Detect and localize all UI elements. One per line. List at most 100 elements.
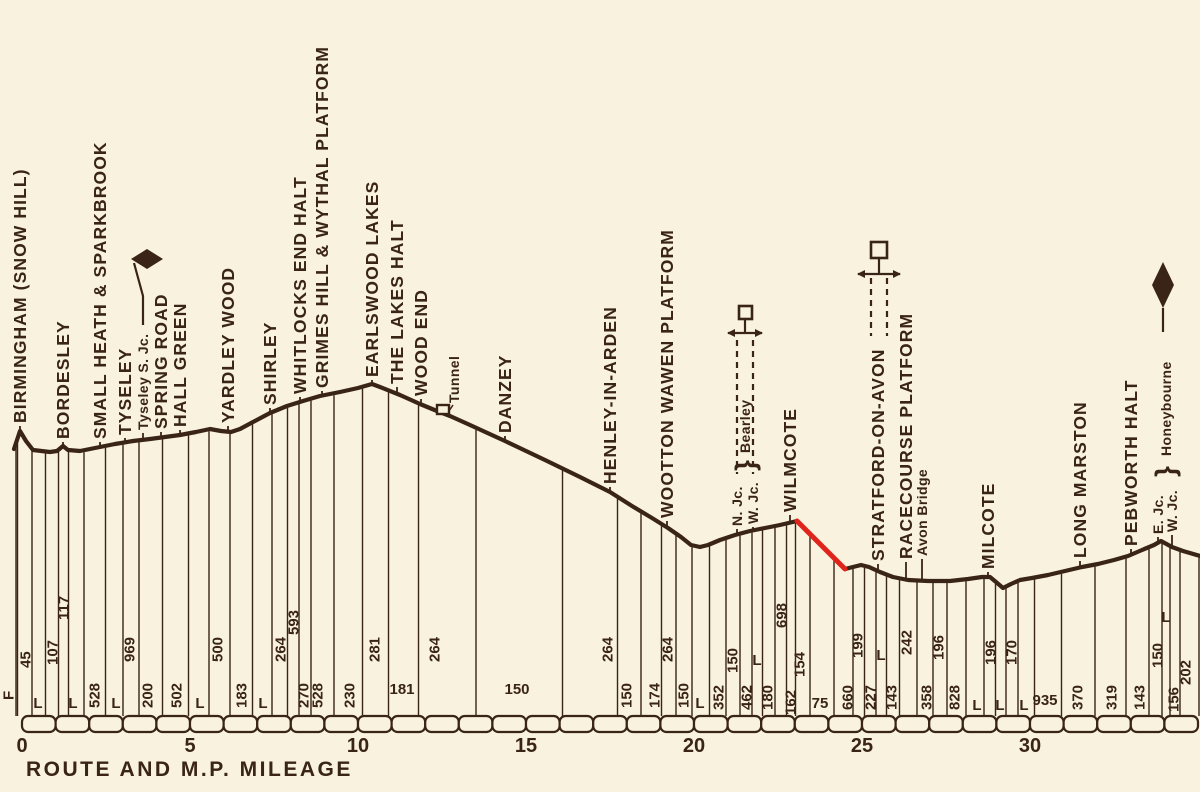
- gradient-value: 281: [367, 637, 384, 662]
- milepost-label: 10: [347, 735, 369, 757]
- mile-cell: [54, 714, 91, 734]
- mile-cell: [827, 714, 864, 734]
- gradient-value: F: [1, 691, 18, 700]
- gradient-value: 162: [783, 690, 800, 715]
- bearley-branch-icon-box: [737, 304, 754, 321]
- station-label: LONG MARSTON: [1070, 401, 1090, 558]
- station-label: Tyseley S. Jc.: [135, 334, 151, 430]
- gradient-value: L: [68, 695, 77, 712]
- gradient-value: 270: [296, 683, 313, 708]
- gradient-value: 593: [286, 610, 303, 635]
- mile-cell: [961, 714, 998, 734]
- station-label: WHITLOCKS END HALT: [290, 176, 310, 394]
- gradient-value: 264: [600, 636, 617, 662]
- gradient-value: 150: [504, 681, 529, 698]
- mile-cell: [457, 714, 494, 734]
- station-label: SHIRLEY: [260, 321, 280, 405]
- mile-cell: [793, 714, 830, 734]
- station-label: GRIMES HILL & WYTHAL PLATFORM: [312, 46, 332, 388]
- station-label: BIRMINGHAM (SNOW HILL): [10, 168, 30, 423]
- station-label: Bearley: [737, 400, 753, 453]
- station-label: TYSELEY: [115, 348, 135, 435]
- gradient-value: 660: [840, 685, 857, 710]
- gradient-value: L: [752, 652, 761, 669]
- milepost-label: 15: [515, 735, 537, 757]
- gradient-value: 935: [1032, 692, 1057, 709]
- profile-line-group: [11, 381, 1200, 591]
- gradient-value: 969: [122, 637, 139, 662]
- gradient-value: 230: [342, 683, 359, 708]
- station-label: MILCOTE: [978, 483, 998, 569]
- mile-cell: [155, 714, 192, 734]
- gradient-value: 528: [87, 683, 104, 708]
- mile-cell: [894, 714, 931, 734]
- gradient-value: L: [1019, 697, 1028, 714]
- gradient-value: 370: [1070, 685, 1087, 710]
- mile-cell: [1028, 714, 1065, 734]
- station-label: Honeybourne: [1158, 361, 1174, 456]
- gradient-value: 528: [310, 683, 327, 708]
- gradient-value: 196: [983, 640, 1000, 665]
- mile-cell: [928, 714, 964, 734]
- station-label: WOOTTON WAWEN PLATFORM: [657, 229, 677, 518]
- mile-cell: [659, 714, 696, 734]
- mile-cell: [88, 714, 124, 734]
- gradient-value: 75: [812, 695, 829, 712]
- mile-cell: [289, 714, 326, 734]
- gradient-value: 150: [676, 683, 693, 708]
- mile-cell: [1096, 714, 1132, 734]
- gradient-value: 150: [1150, 643, 1167, 668]
- gradient-value: 352: [711, 685, 728, 710]
- gradient-value: 462: [739, 685, 756, 710]
- symbols-group: [131, 240, 1174, 474]
- milepost-label: 0: [16, 735, 27, 757]
- gradient-value: L: [111, 695, 120, 712]
- bearley-branch-icon-arrow-left: [727, 329, 735, 337]
- tyseley-branch-arrow-icon-stem: [132, 262, 145, 325]
- milepost-label: 20: [683, 735, 705, 757]
- mile-cell: [692, 714, 729, 734]
- gradient-value: L: [995, 697, 1004, 714]
- mile-cell: [1129, 714, 1166, 734]
- mile-cell: [188, 714, 225, 734]
- station-label: STRATFORD-ON-AVON: [868, 349, 888, 561]
- station-label: N. Jc.: [729, 486, 745, 526]
- junction-brace: }: [1150, 466, 1181, 477]
- gradient-value: 202: [1178, 660, 1195, 685]
- station-label: Tunnel: [446, 356, 462, 403]
- axis-title: ROUTE AND M.P. MILEAGE: [26, 758, 353, 781]
- mile-cell: [760, 714, 796, 734]
- mile-cell: [592, 714, 628, 734]
- gradient-value: L: [33, 695, 42, 712]
- gradient-value: 150: [619, 683, 636, 708]
- milepost-label: 30: [1019, 735, 1041, 757]
- gradient-value: 319: [1104, 685, 1121, 710]
- gradient-value: 45: [18, 651, 35, 668]
- mile-cell: [524, 714, 561, 734]
- stratford-branch-icon-arrow-left: [857, 270, 865, 278]
- station-label: THE LAKES HALT: [387, 219, 407, 384]
- profile-red-segment: [794, 518, 848, 572]
- gradient-value: 698: [774, 603, 791, 628]
- gradient-value: 117: [56, 596, 73, 620]
- station-label: EARLSWOOD LAKES: [362, 181, 382, 377]
- milepost-label: 25: [851, 735, 873, 757]
- mile-cell: [424, 714, 460, 734]
- gradient-value: 242: [899, 630, 916, 655]
- station-labels-group: BIRMINGHAM (SNOW HILL) BORDESLEY SMALL HEA…: [10, 46, 1181, 580]
- gradient-value: 828: [947, 685, 964, 710]
- gradient-value: 154: [792, 651, 809, 677]
- mileage-ruler: 0 5 10 15 20 25 30: [16, 714, 1200, 757]
- mile-cell: [20, 714, 57, 734]
- station-label: SMALL HEATH & SPARKBROOK: [90, 141, 110, 439]
- gradient-boundary-lines: [15, 388, 1200, 716]
- tunnel-leader-line: [448, 404, 454, 412]
- junction-brace: }: [730, 460, 761, 471]
- station-label: WILMCOTE: [780, 408, 800, 512]
- gradient-value: 107: [45, 640, 62, 665]
- gradient-value: L: [258, 695, 267, 712]
- mile-cell: [121, 714, 158, 734]
- mile-cell: [995, 714, 1032, 734]
